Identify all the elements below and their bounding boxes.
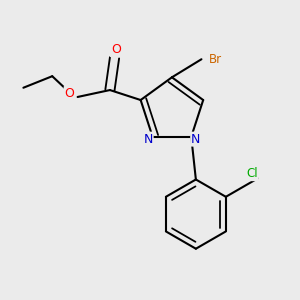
Text: N: N xyxy=(143,133,153,146)
Text: N: N xyxy=(191,133,201,146)
Text: Br: Br xyxy=(209,53,222,66)
Text: O: O xyxy=(64,87,74,100)
Text: O: O xyxy=(111,43,121,56)
Text: Cl: Cl xyxy=(246,167,258,180)
